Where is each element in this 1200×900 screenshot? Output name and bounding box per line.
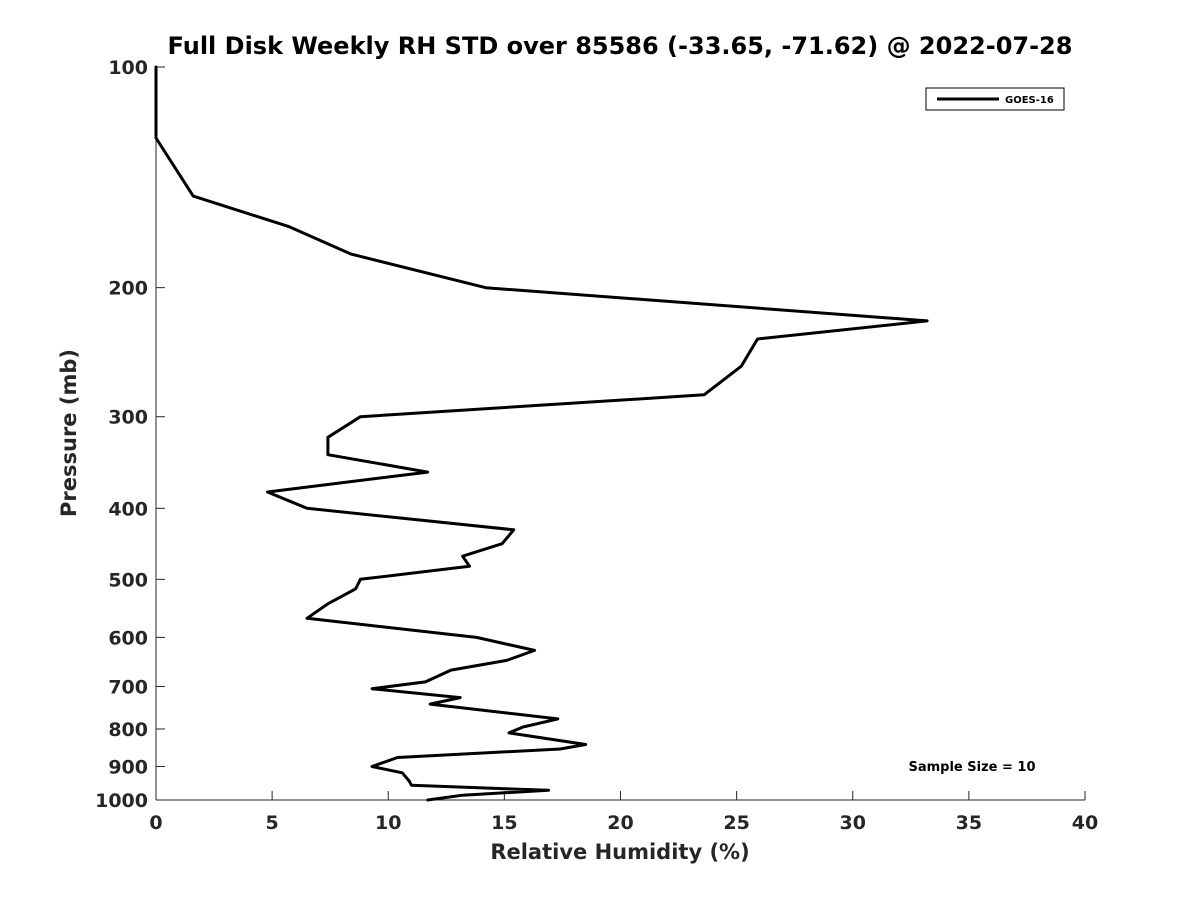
y-tick-label: 600 (108, 627, 148, 649)
x-tick-label: 30 (840, 812, 866, 834)
y-tick-label: 700 (108, 676, 148, 698)
x-tick-label: 40 (1072, 812, 1098, 834)
x-tick-label: 15 (491, 812, 517, 834)
x-tick-label: 0 (149, 812, 162, 834)
x-axis-label: Relative Humidity (%) (490, 840, 749, 864)
y-tick-label: 300 (108, 407, 148, 429)
y-tick-label: 200 (108, 278, 148, 300)
y-axis-label: Pressure (mb) (57, 349, 81, 517)
x-tick-label: 35 (956, 812, 982, 834)
x-axis-ticks: 0 5 10 15 20 25 30 35 40 (149, 791, 1098, 834)
legend: GOES-16 (925, 87, 1065, 111)
x-tick-label: 10 (375, 812, 401, 834)
x-tick-label: 5 (266, 812, 279, 834)
y-tick-label: 500 (108, 569, 148, 591)
y-tick-label: 800 (108, 719, 148, 741)
sample-size-annotation: Sample Size = 10 (908, 760, 1035, 775)
series-layer (154, 65, 929, 802)
chart-title: Full Disk Weekly RH STD over 85586 (-33.… (168, 32, 1073, 60)
x-tick-label: 25 (723, 812, 749, 834)
series-line-goes-16 (154, 65, 929, 802)
y-tick-label: 900 (108, 756, 148, 778)
y-tick-label: 100 (108, 57, 148, 79)
plot-axes (155, 67, 1085, 801)
y-axis-ticks: 100 200 300 400 500 600 700 800 900 1000 (95, 57, 165, 812)
legend-label-goes-16: GOES-16 (1005, 95, 1054, 106)
y-tick-label: 400 (108, 498, 148, 520)
y-tick-label: 1000 (95, 790, 148, 812)
x-tick-label: 20 (607, 812, 633, 834)
